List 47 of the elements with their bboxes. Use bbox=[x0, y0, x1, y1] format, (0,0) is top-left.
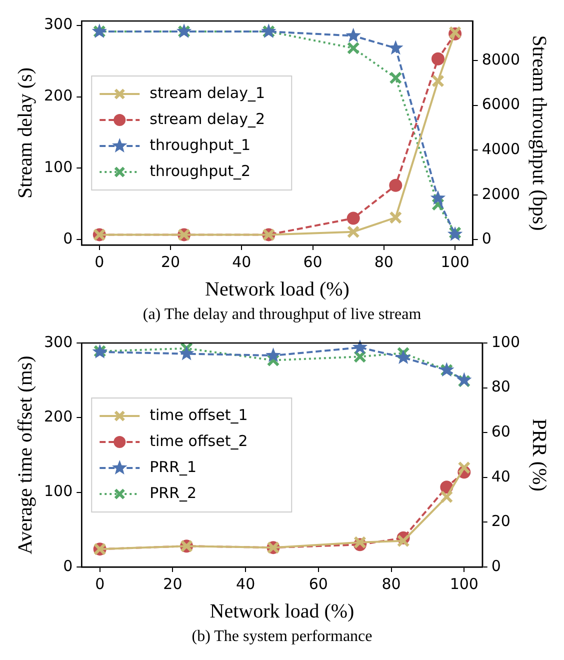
x-axis-title: Network load (%) bbox=[210, 600, 354, 622]
x-tick-label: 0 bbox=[94, 252, 104, 271]
y-tick-label: 100 bbox=[44, 158, 73, 176]
x-tick-label: 100 bbox=[440, 252, 470, 271]
x-tick-label: 80 bbox=[374, 252, 394, 271]
y2-tick-label: 8000 bbox=[482, 50, 520, 68]
y-axis-title: Average time offset (ms) bbox=[14, 356, 36, 554]
x-axis-title: Network load (%) bbox=[205, 278, 350, 300]
y2-tick-label: 6000 bbox=[482, 95, 520, 114]
y2-tick-label: 80 bbox=[491, 378, 510, 396]
legend-label: stream delay_1 bbox=[150, 84, 266, 102]
y-tick-label: 0 bbox=[63, 230, 73, 248]
x-tick-label: 100 bbox=[450, 574, 478, 593]
x-tick-label: 60 bbox=[303, 252, 322, 271]
x-tick-label: 0 bbox=[95, 574, 105, 593]
legend-label: time offset_1 bbox=[150, 406, 248, 424]
x-tick-label: 60 bbox=[308, 574, 328, 593]
y2-tick-label: 100 bbox=[491, 332, 520, 351]
y2-tick-label: 20 bbox=[491, 512, 510, 530]
legend-label: PRR_2 bbox=[150, 484, 197, 502]
y2-tick-label: 0 bbox=[482, 230, 492, 248]
legend-label: stream delay_2 bbox=[150, 110, 266, 128]
x-tick-label: 80 bbox=[382, 574, 401, 593]
y2-tick-label: 0 bbox=[491, 556, 501, 575]
y2-tick-label: 4000 bbox=[482, 140, 520, 158]
y2-axis-title: Stream throughput (bps) bbox=[528, 35, 550, 231]
y-tick-label: 200 bbox=[44, 86, 73, 105]
x-tick-label: 20 bbox=[160, 252, 180, 271]
y-axis-title: Stream delay (s) bbox=[14, 67, 36, 199]
text: (b) The system performance bbox=[190, 628, 374, 646]
y-tick-label: 100 bbox=[44, 482, 73, 500]
y-tick-label: 300 bbox=[44, 15, 73, 34]
y2-axis-title: PRR (%) bbox=[528, 418, 550, 492]
legend-label: PRR_1 bbox=[150, 458, 197, 476]
y2-tick-label: 2000 bbox=[482, 184, 520, 203]
x-tick-label: 40 bbox=[232, 252, 252, 271]
y-tick-label: 200 bbox=[44, 408, 73, 426]
y2-tick-label: 60 bbox=[491, 422, 510, 440]
legend-label: throughput_1 bbox=[150, 136, 251, 154]
legend-label: throughput_2 bbox=[150, 162, 251, 180]
y2-tick-label: 40 bbox=[491, 467, 510, 486]
text: (a) The delay and throughput of live stream bbox=[142, 306, 422, 324]
y-tick-label: 0 bbox=[63, 556, 73, 575]
x-tick-label: 40 bbox=[236, 574, 256, 593]
y-tick-label: 300 bbox=[44, 332, 73, 351]
x-tick-label: 20 bbox=[163, 574, 182, 593]
legend-label: time offset_2 bbox=[150, 432, 248, 450]
